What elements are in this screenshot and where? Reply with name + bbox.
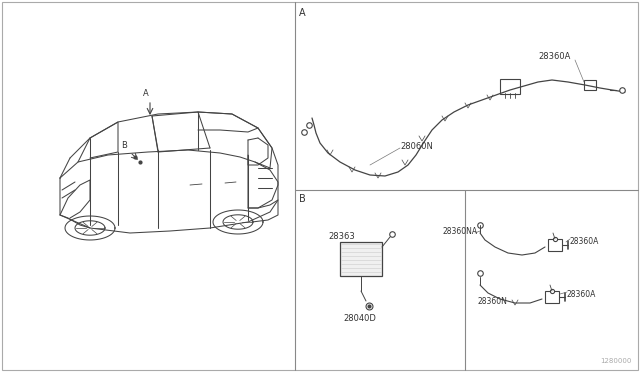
Bar [584,80,596,90]
Text: A: A [299,8,306,18]
Text: 28360A: 28360A [567,290,596,299]
Text: 28060N: 28060N [400,142,433,151]
Text: A: A [143,89,149,98]
Bar [340,242,382,276]
Text: 28363: 28363 [328,232,355,241]
Text: 28360A: 28360A [570,237,600,246]
Bar [545,291,559,303]
Text: B: B [299,194,306,204]
Text: B: B [121,141,127,150]
Text: 1280000: 1280000 [600,358,632,364]
Bar [548,239,562,251]
Text: 28040D: 28040D [343,314,376,323]
Bar [500,79,520,94]
Text: 28360N: 28360N [478,297,508,306]
Text: 28360NA: 28360NA [443,227,478,236]
Text: 28360A: 28360A [538,52,570,61]
